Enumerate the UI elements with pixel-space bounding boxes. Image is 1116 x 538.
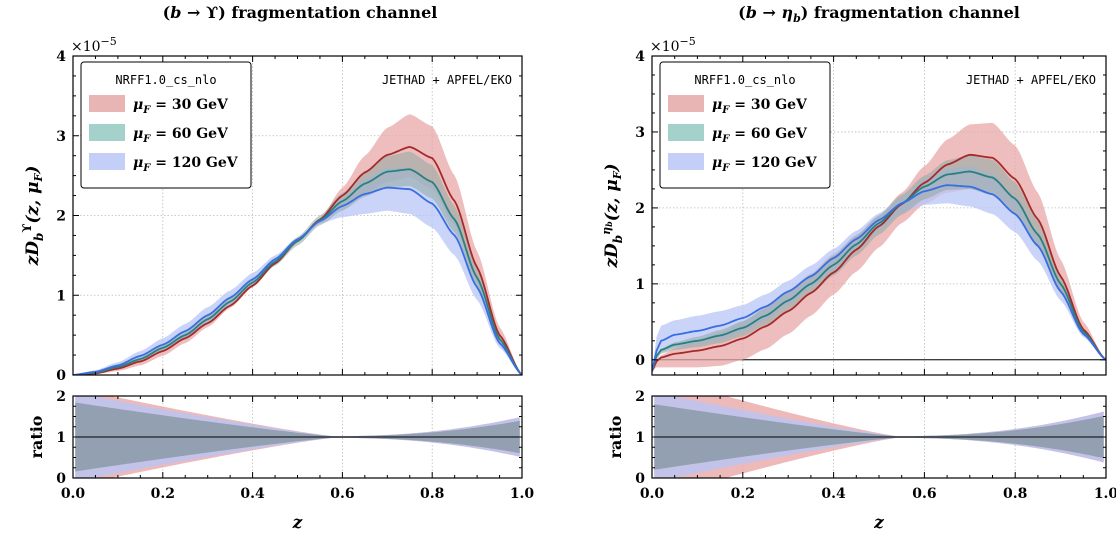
legend-label: μF = 120 GeV: [133, 155, 239, 174]
legend-label: μF = 30 GeV: [712, 97, 808, 116]
ratio-y-tick-label: 2: [56, 389, 66, 405]
ratio-plot-area: [652, 396, 1106, 478]
y-tick-label: 2: [56, 209, 66, 225]
x-tick-label: 0.8: [420, 486, 444, 502]
x-tick-label: 0.6: [330, 486, 354, 502]
x-tick-label: 0.0: [61, 486, 86, 502]
legend-label: μF = 60 GeV: [712, 126, 808, 145]
y-tick-label: 0: [56, 368, 66, 384]
x-tick-label: 0.6: [912, 486, 936, 502]
y-tick-label: 1: [635, 277, 645, 293]
legend-title: NRFF1.0_cs_nlo: [694, 73, 795, 87]
ratio-axis-label: ratio: [606, 415, 625, 458]
ratio-y-tick-label: 0: [635, 471, 645, 487]
y-axis-label-group: zDbϒ(z, μF): [20, 166, 46, 267]
ratio-y-tick-label: 1: [56, 430, 66, 446]
x-tick-label: 0.2: [151, 486, 175, 502]
legend-swatch-mu30: [668, 95, 704, 112]
series-line-mu120: [73, 186, 522, 375]
chart-title: (b → ηb) fragmentation channel: [738, 3, 1020, 25]
annotation-text: JETHAD + APFEL/EKO: [382, 73, 512, 87]
x-tick-label: 0.0: [640, 486, 665, 502]
y-tick-label: 0: [635, 353, 645, 369]
x-axis-label: z: [292, 513, 303, 533]
legend-title: NRFF1.0_cs_nlo: [115, 73, 216, 87]
legend-swatch-mu30: [89, 95, 125, 112]
legend-swatch-mu120: [668, 153, 704, 170]
y-axis-label-group: zDbηb(z, μF): [600, 163, 625, 268]
legend-swatch-mu60: [668, 124, 704, 141]
y-axis-label: zDbϒ(z, μF): [20, 166, 46, 267]
band-mu60: [652, 155, 1106, 372]
annotation-text: JETHAD + APFEL/EKO: [966, 73, 1096, 87]
legend-label: μF = 30 GeV: [133, 97, 229, 116]
y-tick-label: 1: [56, 288, 66, 304]
legend-swatch-mu60: [89, 124, 125, 141]
ratio-plot-area: [73, 396, 522, 478]
ratio-label-group: ratio: [27, 415, 46, 458]
legend-label: μF = 120 GeV: [712, 155, 818, 174]
x-tick-label: 0.4: [240, 486, 265, 502]
x-tick-label: 0.4: [821, 486, 846, 502]
series-line-mu60: [73, 168, 522, 375]
chart-title: (b → ϒ) fragmentation channel: [163, 3, 438, 22]
main-plot-area: [652, 122, 1106, 372]
series-line-mu60: [652, 170, 1106, 372]
x-tick-label: 0.2: [731, 486, 755, 502]
legend-label: μF = 60 GeV: [133, 126, 229, 145]
y-tick-label: 3: [635, 125, 645, 141]
ratio-axis-label: ratio: [27, 415, 46, 458]
x-tick-label: 0.8: [1003, 486, 1027, 502]
ratio-label-group: ratio: [606, 415, 625, 458]
x-axis-label: z: [873, 513, 884, 533]
ratio-y-tick-label: 0: [56, 471, 66, 487]
y-tick-label: 4: [56, 49, 66, 65]
main-plot-area: [73, 114, 522, 375]
legend-swatch-mu120: [89, 153, 125, 170]
chart-panel-1: (b → ϒ) fragmentation channel(b → ϒ) fra…: [20, 3, 535, 533]
ratio-y-tick-label: 2: [635, 389, 645, 405]
y-tick-label: 3: [56, 129, 66, 145]
series-line-mu30: [652, 153, 1106, 372]
x-tick-label: 1.0: [1094, 486, 1116, 502]
series-line-mu120: [652, 184, 1106, 372]
y-multiplier: ×10−5: [650, 35, 696, 55]
y-multiplier: ×10−5: [71, 35, 117, 55]
y-tick-label: 2: [635, 201, 645, 217]
y-axis-label: zDbηb(z, μF): [600, 163, 625, 268]
x-tick-label: 1.0: [510, 486, 535, 502]
y-tick-label: 4: [635, 49, 645, 65]
ratio-y-tick-label: 1: [635, 430, 645, 446]
